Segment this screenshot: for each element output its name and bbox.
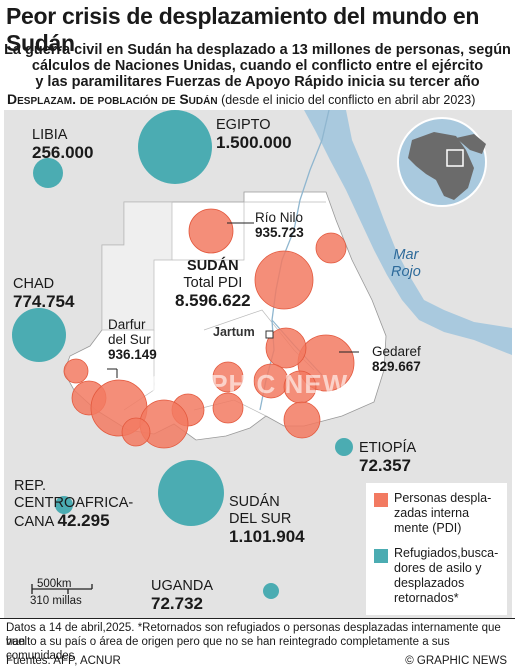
refugee-circle-egipto <box>138 110 212 184</box>
legend-swatch-pdi <box>374 493 388 507</box>
footnote-line-1: Datos a 14 de abril,2025. *Retornados so… <box>6 622 501 648</box>
legend-swatch-refugees <box>374 549 388 563</box>
pdi-circle-darfur-norte-a <box>63 358 89 384</box>
red-sea <box>304 110 512 355</box>
refugee-circle-uganda <box>263 583 279 599</box>
refugee-circles <box>12 110 353 599</box>
pdi-circle-rio-nilo <box>254 250 314 310</box>
pdi-circle-darfur-central <box>121 417 151 447</box>
scale-miles: 310 millas <box>30 595 82 607</box>
label-jartum: Jartum <box>213 325 255 339</box>
label-egipto: EGIPTO 1.500.000 <box>216 117 292 152</box>
label-uganda: UGANDA 72.732 <box>151 578 214 613</box>
jartum-marker <box>265 330 274 339</box>
refugee-circle-chad <box>12 308 66 362</box>
region-border <box>172 201 326 261</box>
label-libia: LIBIA 256.000 <box>32 127 94 162</box>
section-label: Desplazam. de población de Sudán <box>7 91 218 107</box>
sudan-map: GRAPHIC NEWS <box>4 110 512 618</box>
watermark: GRAPHIC NEWS <box>149 369 366 399</box>
legend: Personas despla- zadas interna mente (PD… <box>366 483 507 615</box>
label-sudan: SUDÁN Total PDI 8.596.622 <box>175 258 251 310</box>
subtitle-line-3: y las paramilitares Fuerzas de Apoyo Ráp… <box>35 74 480 90</box>
refugee-circle-libia <box>33 158 63 188</box>
refugee-circle-etiopia <box>335 438 353 456</box>
subtitle-line-1: La guerra civil en Sudán ha desplazado a… <box>4 42 511 58</box>
label-rca: REP. CENTROAFRICA- CANA 42.295 <box>14 478 134 530</box>
scale-km: 500km <box>37 578 72 590</box>
section-heading: Desplazam. de población de Sudán (desde … <box>7 91 475 107</box>
pdi-circle-jartum <box>265 327 307 369</box>
label-darfur-sur: Darfur del Sur 936.149 <box>108 317 157 362</box>
label-mar-rojo: Mar Rojo <box>391 247 421 280</box>
refugee-circle-sudan-del-sur <box>158 460 224 526</box>
page-title: Peor crisis de desplazamiento del mundo … <box>6 3 480 56</box>
refugee-circle-rca <box>55 496 73 514</box>
scale-bar <box>31 584 93 594</box>
sources: Fuentes: AFP, ACNUR <box>6 655 121 667</box>
credit: © GRAPHIC NEWS <box>405 655 507 667</box>
label-chad: CHAD 774.754 <box>13 276 75 311</box>
section-note: (desde el inicio del conflicto en abril … <box>221 93 476 107</box>
label-rio-nilo: Río Nilo 935.723 <box>255 210 304 240</box>
label-gedaref: Gedaref 829.667 <box>372 344 421 374</box>
pdi-circle-kordofan-sur <box>212 392 244 424</box>
label-etiopia: ETIOPÍA 72.357 <box>359 440 417 475</box>
subtitle-line-2: cálculos de Naciones Unidas, cuando el c… <box>31 58 484 74</box>
legend-refugees: Refugiados,busca- dores de asilo y despl… <box>394 546 499 605</box>
legend-pdi: Personas despla- zadas interna mente (PD… <box>394 491 492 535</box>
footnote-line-2: vuelto a su país o área de origen pero q… <box>6 636 450 662</box>
label-sudan-del-sur: SUDÁN DEL SUR 1.101.904 <box>229 494 305 546</box>
pdi-circle-norte <box>188 208 234 254</box>
footer-divider <box>0 618 515 619</box>
globe-inset <box>397 117 487 207</box>
pdi-circle-kordofan-norte <box>212 361 244 393</box>
pdi-circles <box>63 208 355 449</box>
pdi-circle-nilo-blanco <box>283 401 321 439</box>
pdi-circle-kassala <box>315 232 347 264</box>
